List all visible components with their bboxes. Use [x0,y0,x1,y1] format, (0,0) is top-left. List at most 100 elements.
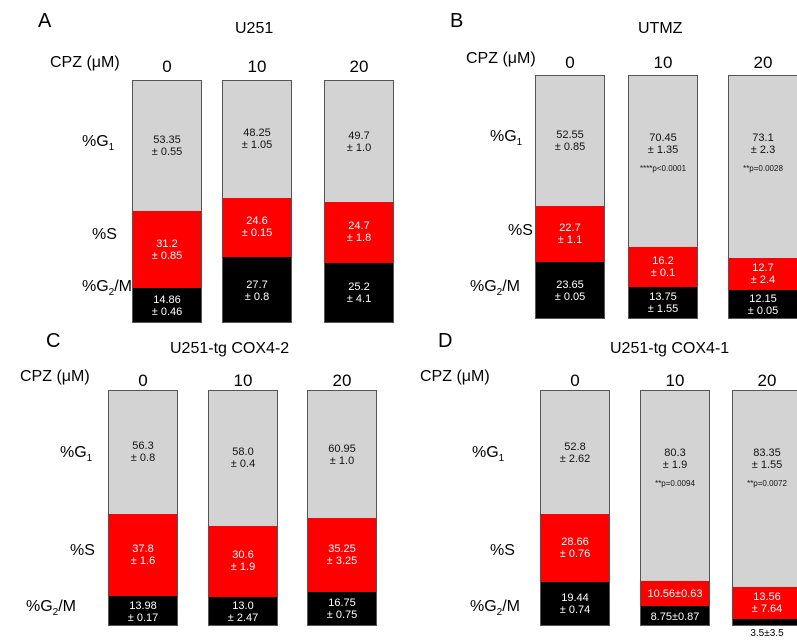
segment-g2m: 13.98 ± 0.17 [109,596,177,625]
value-label: 22.7 ± 1.1 [557,221,583,246]
row-label-s: %S [508,222,533,239]
value-label: 13.56 ± 7.64 [751,590,783,615]
dose-label: 10 [665,371,685,390]
segment-g2m [733,618,797,625]
segment-g1: 60.95 ± 1.0 [308,391,376,519]
value-label: 10.56±0.63 [647,587,703,600]
segment-g2m: 23.65 ± 0.05 [536,261,604,318]
segment-s: 22.7 ± 1.1 [536,205,604,262]
row-label-g1: %G1 [82,133,115,154]
segment-s: 16.2 ± 0.1 [629,247,697,287]
segment-g1: 73.1 ± 2.3 **p=0.0028 [729,76,797,259]
segment-g2m: 13.75 ± 1.55 [629,286,697,318]
stacked-bar: 73.1 ± 2.3 **p=0.0028 12.7 ± 2.4 12.15 ± 0.… [728,75,797,319]
dose-label: 10 [653,53,673,72]
value-label: 70.45 ± 1.35 [647,132,679,156]
segment-s: 24.7 ± 1.8 [325,202,393,263]
row-label-g2m: %G2/M [26,598,77,619]
value-label: 52.55 ± 0.85 [554,128,586,153]
value-label: 19.44 ± 0.74 [559,592,591,617]
p-value-label: **p=0.0028 [743,164,783,173]
panel-letter: B [450,10,464,32]
value-label: 58.0 ± 0.4 [230,446,256,471]
value-label: 13.98 ± 0.17 [127,599,159,624]
stacked-bar: 83.35 ± 1.55 **p=0.0072 13.56 ± 7.64 [732,390,797,626]
dose-label: 10 [233,371,253,390]
panel-letter: A [38,10,52,32]
segment-s: 28.66 ± 0.76 [541,514,609,582]
segment-g1: 49.7 ± 1.0 [325,81,393,203]
stacked-bar: 49.7 ± 1.0 24.7 ± 1.8 25.2 ± 4.1 [324,80,394,323]
stacked-bar: 52.8 ± 2.62 28.66 ± 0.76 19.44 ± 0.74 [540,390,610,626]
dose-label: 20 [349,57,369,76]
value-label: 83.35 ± 1.55 [751,447,783,471]
panel-b: B UTMZ CPZ (μM) %G1 %S %G2/M 0 52.55 ± 0.85 22.7… [420,10,797,320]
panel-d: D U251-tg COX4-1 CPZ (μM) %G1 %S %G2/M 0 52.8 ±… [420,330,797,640]
dose-label: 20 [332,371,352,390]
value-label: 37.8 ± 1.6 [130,543,156,568]
row-label-s: %S [92,226,117,243]
panel-title: U251-tg COX4-1 [610,340,730,357]
row-label-g1: %G1 [490,128,523,149]
value-label: 60.95 ± 1.0 [328,442,356,467]
segment-s: 31.2 ± 0.85 [133,211,201,288]
value-label: 56.3 ± 0.8 [130,440,156,465]
value-label: 12.7 ± 2.4 [750,261,776,286]
value-label: 23.65 ± 0.05 [554,278,586,303]
segment-g1: 80.3 ± 1.9 **p=0.0094 [641,391,709,582]
p-value-label: **p=0.0072 [747,479,787,488]
stacked-bar: 48.25 ± 1.05 24.6 ± 0.15 27.7 ± 0.8 [222,80,292,323]
segment-g1: 58.0 ± 0.4 [209,391,277,526]
below-bar-label: 3.5±3.5 [750,628,784,639]
value-label: 31.2 ± 0.85 [151,237,183,262]
value-label: 52.8 ± 2.62 [559,440,591,465]
row-label-g2m: %G2/M [470,278,521,299]
value-label: 16.75 ± 0.75 [326,597,358,622]
row-label-s: %S [490,542,515,559]
row-label-g1: %G1 [60,444,93,465]
segment-g2m: 19.44 ± 0.74 [541,581,609,625]
p-value-label: **p=0.0094 [655,479,695,488]
value-label: 25.2 ± 4.1 [346,281,372,306]
cpz-axis-label: CPZ (μM) [20,368,90,385]
value-label: 73.1 ± 2.3 [750,132,776,156]
value-label: 16.2 ± 0.1 [650,254,676,279]
segment-s: 37.8 ± 1.6 [109,513,177,597]
panel-title: U251-tg COX4-2 [170,340,290,357]
segment-g1: 56.3 ± 0.8 [109,391,177,514]
value-label: 13.75 ± 1.55 [647,291,679,316]
segment-g1: 83.35 ± 1.55 **p=0.0072 [733,391,797,587]
p-value-label: ****p<0.0001 [639,164,687,173]
dose-label: 0 [138,371,148,390]
segment-g1: 53.35 ± 0.55 [133,81,201,212]
value-label: 24.7 ± 1.8 [346,220,372,245]
cpz-axis-label: CPZ (μM) [466,50,536,67]
segment-s: 30.6 ± 1.9 [209,525,277,597]
dose-label: 0 [565,53,575,72]
stacked-bar: 53.35 ± 0.55 31.2 ± 0.85 14.86 ± 0.46 [132,80,202,323]
segment-g2m: 27.7 ± 0.8 [223,257,291,322]
value-label: 80.3 ± 1.9 [662,447,688,471]
dose-label: 20 [757,371,777,390]
segment-g1: 52.55 ± 0.85 [536,76,604,206]
panel-title: UTMZ [638,20,683,37]
dose-label: 20 [753,53,773,72]
segment-g2m: 25.2 ± 4.1 [325,262,393,322]
segment-s: 13.56 ± 7.64 [733,586,797,619]
row-label-g2m: %G2/M [82,278,133,299]
stacked-bar: 60.95 ± 1.0 35.25 ± 3.25 16.75 ± 0.75 [307,390,377,626]
panel-title: U251 [235,20,274,37]
value-label: 30.6 ± 1.9 [230,549,256,574]
cpz-axis-label: CPZ (μM) [420,368,490,385]
segment-s: 24.6 ± 0.15 [223,197,291,258]
dose-label: 10 [247,57,267,76]
value-label: 28.66 ± 0.76 [559,536,591,560]
segment-g1: 70.45 ± 1.35 ****p<0.0001 [629,76,697,248]
dose-label: 0 [570,371,580,390]
value-label: 53.35 ± 0.55 [151,134,183,159]
segment-g2m: 16.75 ± 0.75 [308,592,376,625]
value-label: 24.6 ± 0.15 [241,215,273,240]
stacked-bar: 56.3 ± 0.8 37.8 ± 1.6 13.98 ± 0.17 [108,390,178,626]
segment-s: 12.7 ± 2.4 [729,258,797,290]
